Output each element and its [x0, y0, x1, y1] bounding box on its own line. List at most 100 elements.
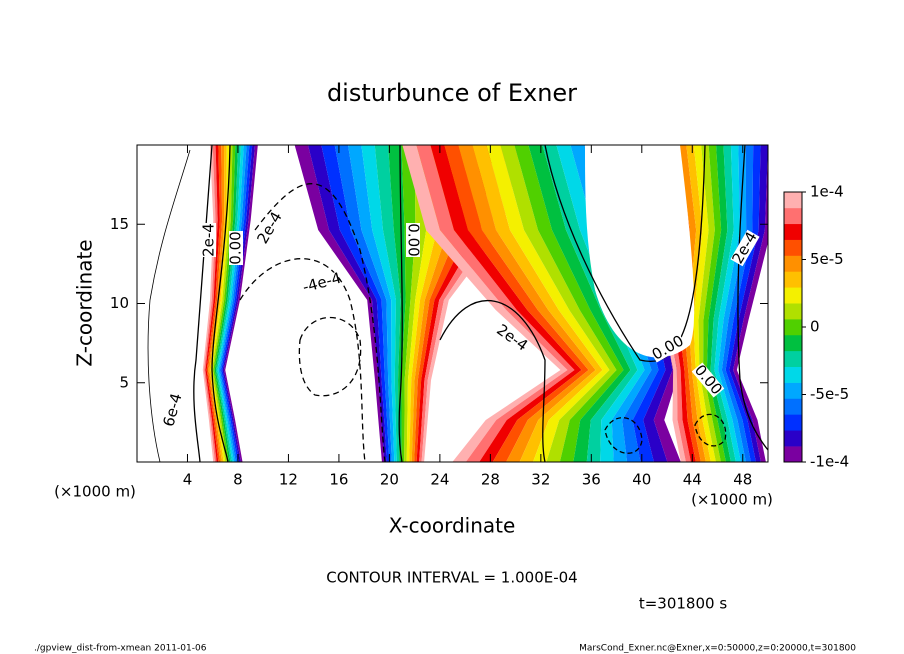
contour-lines [147, 145, 768, 462]
field-band [209, 145, 227, 462]
field-band [500, 145, 617, 462]
colorbar-tick-label: 1e-4 [810, 183, 844, 201]
x-tick-label: 16 [329, 471, 348, 489]
field-blob [585, 145, 695, 358]
x-tick-label: 20 [380, 471, 399, 489]
field-band [219, 145, 250, 462]
contour-label: 2e-4 [200, 223, 218, 257]
contour-label: -4e-4 [301, 269, 343, 297]
field-band [374, 145, 401, 462]
colorbar-band [784, 366, 802, 383]
colorbar-band [784, 192, 802, 209]
field-band [725, 145, 761, 462]
contour-label-bg [202, 223, 216, 257]
contour-line [439, 299, 546, 462]
colorbar-tick-label: 0 [810, 318, 820, 336]
field-band [221, 145, 253, 462]
contour-label: 0.00 [405, 223, 423, 256]
colorbar-band [784, 287, 802, 304]
contour-label: 2e-4 [253, 209, 285, 247]
field [202, 145, 768, 462]
field-band [223, 145, 258, 462]
x-tick-label: 44 [683, 471, 702, 489]
field-band [210, 145, 230, 462]
field-band [206, 145, 223, 462]
colorbar-band [784, 398, 802, 415]
colorbar-band [784, 350, 802, 368]
colorbar-band [784, 207, 802, 225]
x-tick-label: 40 [632, 471, 651, 489]
contour-line [239, 258, 366, 462]
x-tick-label: 4 [183, 471, 193, 489]
contour-label-bg [649, 333, 687, 363]
field-band [222, 145, 256, 462]
contour-line [193, 145, 213, 462]
contour-label-bg [730, 229, 760, 267]
field-band [204, 145, 218, 462]
contour-label-bg [161, 391, 185, 429]
field-band [430, 145, 582, 462]
field-band [404, 145, 429, 462]
y-tick-label: 10 [110, 294, 129, 312]
contour-label-bg [229, 231, 243, 265]
colorbar-band [784, 382, 802, 399]
field-band [307, 145, 387, 462]
field-band [215, 145, 241, 462]
colorbar-band [784, 239, 802, 256]
chart-title: disturbunce of Exner [327, 79, 577, 107]
colorbar-band [784, 446, 802, 463]
x-tick-label: 48 [733, 471, 752, 489]
x-tick-label: 24 [430, 471, 449, 489]
field-band [472, 145, 603, 462]
field-band [217, 145, 244, 462]
field-band [718, 145, 747, 462]
field-band [361, 145, 397, 462]
contour-line [544, 145, 706, 362]
y-tick-label: 15 [110, 215, 129, 233]
contour-label: 6e-4 [159, 391, 185, 428]
x-tick-label: 32 [531, 471, 550, 489]
field-band [444, 145, 589, 462]
field-band [721, 145, 754, 462]
contour-line [604, 417, 643, 454]
field-band [218, 145, 247, 462]
contour-line [737, 145, 768, 451]
footer-left: ./gpview_dist-from-xmean 2011-01-06 [34, 644, 207, 654]
y-tick-label: 5 [119, 373, 129, 391]
field-band [416, 145, 575, 462]
field-band [402, 145, 568, 462]
colorbar-tick-label: -5e-5 [810, 385, 849, 403]
colorbar-band [784, 319, 802, 336]
colorbar-band [784, 303, 802, 320]
field-band [556, 145, 645, 462]
colorbar-band [784, 223, 802, 240]
field-band [729, 145, 768, 462]
x-tick-label: 36 [582, 471, 601, 489]
x-tick-label: 8 [233, 471, 243, 489]
field-band [214, 145, 239, 462]
y-axis-label: Z-coordinate [73, 239, 97, 366]
colorbar-band [784, 334, 802, 352]
field-band [693, 145, 716, 462]
x-unit: (×1000 m) [691, 491, 773, 509]
contour-line [298, 317, 362, 397]
x-tick-label: 28 [481, 471, 500, 489]
field-band [208, 145, 225, 462]
contour-line [211, 145, 231, 462]
colorbar-band [784, 414, 802, 431]
field-band [294, 145, 385, 462]
contour-line [398, 145, 403, 462]
contour-label-bg [691, 362, 725, 398]
colorbar-band [784, 255, 802, 272]
colorbar-tick-label: -1e-4 [810, 453, 849, 471]
field-band [212, 145, 233, 462]
colorbar-band [784, 271, 802, 288]
field-band [542, 145, 638, 462]
contour-label-bg [255, 209, 285, 247]
field-band [514, 145, 624, 462]
contour-label: 0.00 [227, 231, 245, 264]
contour-line [254, 183, 386, 462]
colorbar-tick-label: 5e-5 [810, 250, 844, 268]
